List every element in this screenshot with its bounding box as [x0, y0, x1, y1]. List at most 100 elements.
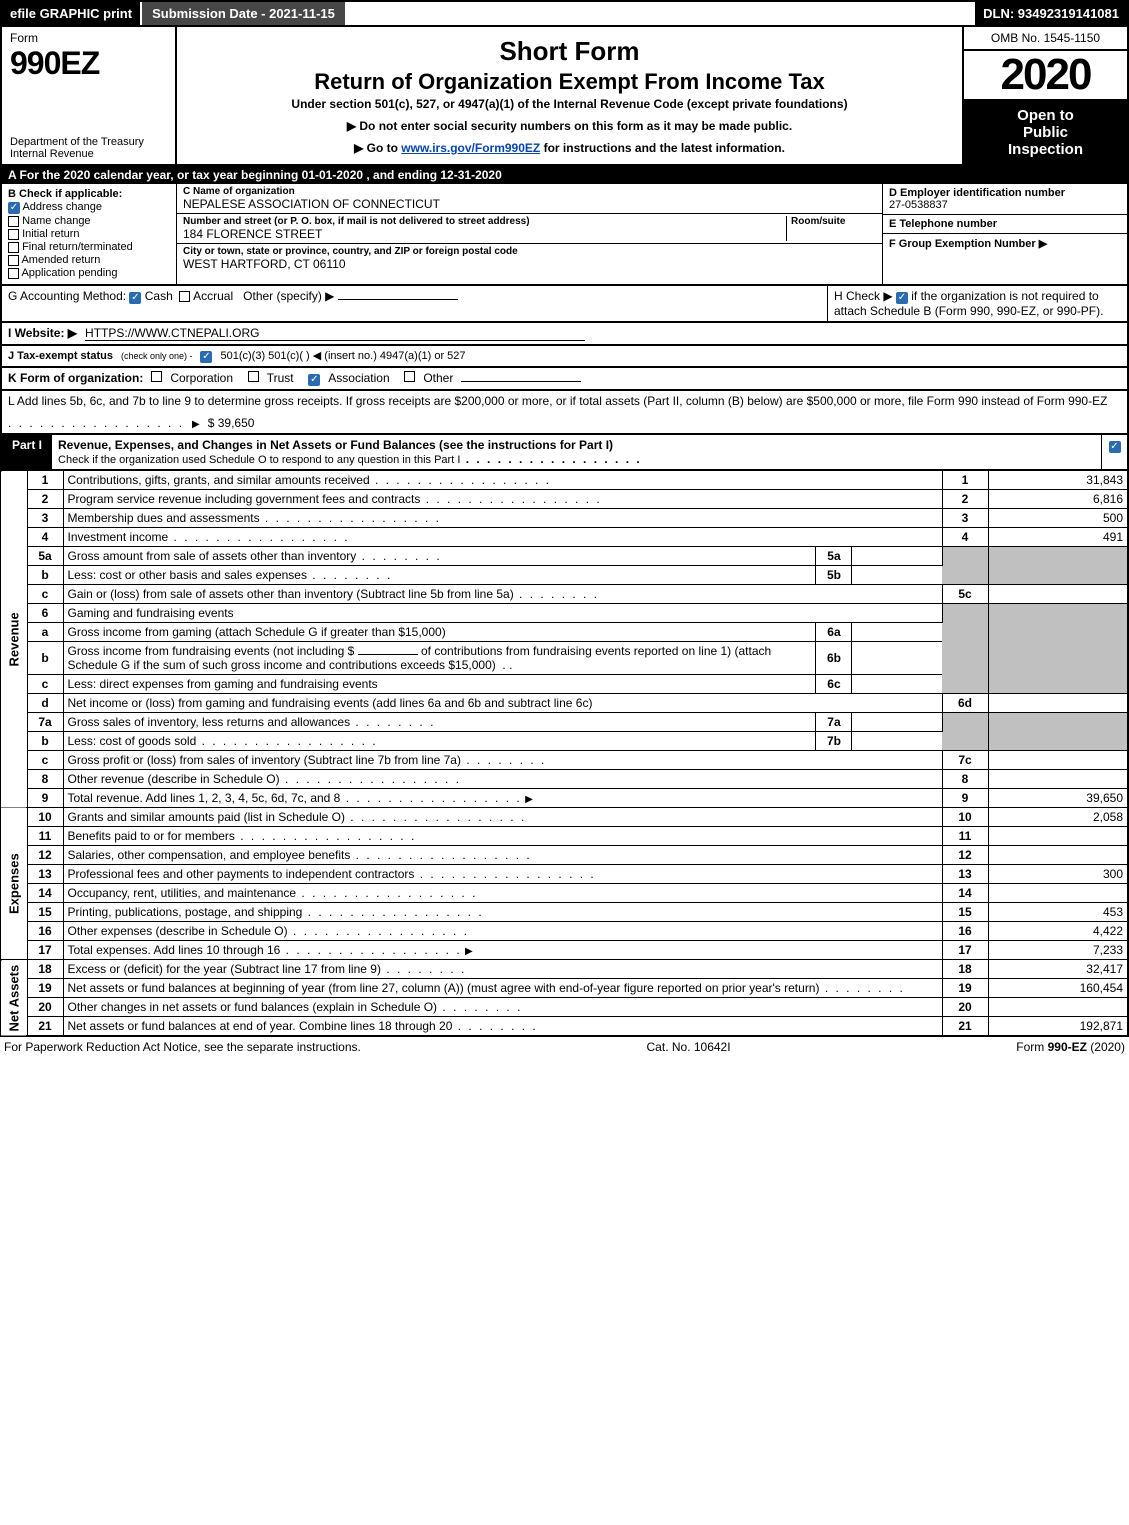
- line-desc: Net income or (loss) from gaming and fun…: [63, 694, 942, 713]
- line-desc: Contributions, gifts, grants, and simila…: [63, 471, 942, 490]
- mini-no: 5a: [816, 547, 852, 566]
- dots-icon: [356, 549, 441, 563]
- footer-right: Form 990-EZ (2020): [1016, 1040, 1125, 1054]
- line-desc: Gross amount from sale of assets other t…: [63, 547, 816, 566]
- check-icon: ✓: [200, 351, 212, 363]
- arrow-icon: [465, 943, 473, 957]
- dots-icon: [168, 530, 349, 544]
- dots-icon: [350, 848, 531, 862]
- expenses-side-label: Expenses: [1, 808, 27, 960]
- line-num: 3: [27, 509, 63, 528]
- line-num: 5a: [27, 547, 63, 566]
- mini-amt: [852, 713, 942, 732]
- group-exempt-cell: F Group Exemption Number ▶: [883, 234, 1127, 284]
- l-text: L Add lines 5b, 6c, and 7b to line 9 to …: [8, 394, 1107, 408]
- line-7c-text: Gross profit or (loss) from sales of inv…: [68, 753, 461, 767]
- dots-icon: [819, 981, 904, 995]
- dots-icon: [235, 829, 416, 843]
- mini-no: 7a: [816, 713, 852, 732]
- line-amt: [988, 585, 1128, 604]
- dots-icon: [296, 886, 477, 900]
- line-amt: 160,454: [988, 979, 1128, 998]
- h-schedule-b: H Check ▶ ✓ if the organization is not r…: [827, 286, 1127, 321]
- mini-amt: [852, 675, 942, 694]
- check-b-0: Address change: [22, 201, 102, 213]
- line-num: a: [27, 623, 63, 642]
- line-14: 14 Occupancy, rent, utilities, and maint…: [1, 884, 1128, 903]
- row-a-period: A For the 2020 calendar year, or tax yea…: [0, 166, 1129, 184]
- line-10: Expenses 10 Grants and similar amounts p…: [1, 808, 1128, 827]
- check-b-header: B Check if applicable:: [8, 188, 170, 200]
- checkbox-icon[interactable]: [179, 291, 190, 302]
- g-other-line[interactable]: [338, 299, 458, 300]
- f-label: F Group Exemption Number ▶: [889, 237, 1121, 250]
- mini-amt: [852, 732, 942, 751]
- line-desc: Membership dues and assessments: [63, 509, 942, 528]
- check-name-change[interactable]: Name change: [8, 215, 170, 227]
- check-b-2: Initial return: [22, 228, 79, 240]
- org-name: NEPALESE ASSOCIATION OF CONNECTICUT: [183, 197, 876, 211]
- line-num: c: [27, 675, 63, 694]
- line-no: 19: [942, 979, 988, 998]
- checkbox-icon: [8, 268, 19, 279]
- d-label: D Employer identification number: [889, 187, 1121, 199]
- check-amended[interactable]: Amended return: [8, 254, 170, 266]
- check-final-return[interactable]: Final return/terminated: [8, 241, 170, 253]
- line-no: 7c: [942, 751, 988, 770]
- line-18-text: Excess or (deficit) for the year (Subtra…: [68, 962, 381, 976]
- form-word: Form: [10, 31, 167, 45]
- netassets-side-label: Net Assets: [1, 960, 27, 1037]
- part1-check[interactable]: ✓: [1101, 435, 1127, 469]
- line-desc: Total expenses. Add lines 10 through 16: [63, 941, 942, 960]
- line-amt: 2,058: [988, 808, 1128, 827]
- checkbox-icon[interactable]: [248, 371, 259, 382]
- check-icon: ✓: [1109, 441, 1121, 453]
- irs-link[interactable]: www.irs.gov/Form990EZ: [401, 141, 540, 155]
- k-other-line[interactable]: [461, 381, 581, 382]
- g-other: Other (specify) ▶: [243, 289, 334, 303]
- open-inspection: Open to Public Inspection: [964, 101, 1127, 164]
- line-amt: 39,650: [988, 789, 1128, 808]
- line-desc: Net assets or fund balances at end of ye…: [63, 1017, 942, 1037]
- form-number: 990EZ: [10, 45, 167, 82]
- check-app-pending[interactable]: Application pending: [8, 267, 170, 279]
- line-2-text: Program service revenue including govern…: [68, 492, 421, 506]
- line-9-text: Total revenue. Add lines 1, 2, 3, 4, 5c,…: [68, 791, 341, 805]
- part1-table: Revenue 1 Contributions, gifts, grants, …: [0, 471, 1129, 1037]
- line-desc: Total revenue. Add lines 1, 2, 3, 4, 5c,…: [63, 789, 942, 808]
- line-num: 2: [27, 490, 63, 509]
- revenue-side-label: Revenue: [1, 471, 27, 808]
- footer-center: Cat. No. 10642I: [647, 1040, 731, 1054]
- line-amt: 6,816: [988, 490, 1128, 509]
- dots-icon: [8, 416, 184, 430]
- dots-icon: [452, 1019, 537, 1033]
- submission-date: Submission Date - 2021-11-15: [140, 2, 345, 25]
- checkbox-icon[interactable]: [151, 371, 162, 382]
- check-b-3: Final return/terminated: [22, 241, 133, 253]
- line-desc: Printing, publications, postage, and shi…: [63, 903, 942, 922]
- dept-line1: Department of the Treasury: [10, 136, 167, 148]
- line-no: 15: [942, 903, 988, 922]
- line-8-text: Other revenue (describe in Schedule O): [68, 772, 280, 786]
- header-right: OMB No. 1545-1150 2020 Open to Public In…: [962, 27, 1127, 164]
- 6b-blank[interactable]: [358, 654, 418, 655]
- line-5c-text: Gain or (loss) from sale of assets other…: [68, 587, 514, 601]
- dots-icon: [414, 867, 595, 881]
- line-6b-text1: Gross income from fundraising events (no…: [68, 644, 355, 658]
- dots-icon: [302, 905, 483, 919]
- line-20: 20 Other changes in net assets or fund b…: [1, 998, 1128, 1017]
- street-label: Number and street (or P. O. box, if mail…: [183, 216, 786, 227]
- line-desc: Salaries, other compensation, and employ…: [63, 846, 942, 865]
- website-value[interactable]: HTTPS://WWW.CTNEPALI.ORG: [85, 326, 585, 341]
- line-num: 14: [27, 884, 63, 903]
- check-initial-return[interactable]: Initial return: [8, 228, 170, 240]
- efile-label[interactable]: efile GRAPHIC print: [2, 2, 140, 25]
- check-address-change[interactable]: ✓ Address change: [8, 201, 170, 214]
- checkbox-icon[interactable]: [404, 371, 415, 382]
- line-14-text: Occupancy, rent, utilities, and maintena…: [68, 886, 297, 900]
- line-17-text: Total expenses. Add lines 10 through 16: [68, 943, 281, 957]
- dots-icon: [196, 734, 377, 748]
- line-num: 6: [27, 604, 63, 623]
- line-16: 16 Other expenses (describe in Schedule …: [1, 922, 1128, 941]
- line-num: 8: [27, 770, 63, 789]
